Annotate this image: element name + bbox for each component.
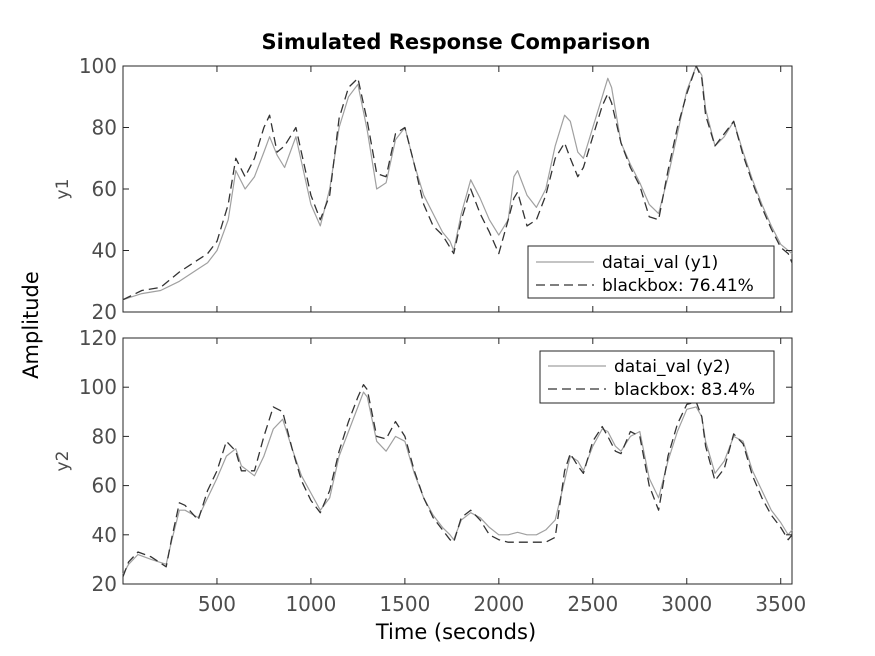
series-lines-y1 — [122, 65, 793, 301]
y-tick-label: 80 — [92, 116, 117, 140]
legend-y2[interactable]: datai_val (y2) blackbox: 83.4% — [539, 350, 775, 404]
y-tick-label: 80 — [92, 424, 117, 448]
axes-y2: 20 40 60 80 100 120 y2 datai_val (y2) blackbo… — [53, 326, 793, 596]
legend-y1[interactable]: datai_val (y1) blackbox: 76.41% — [527, 245, 775, 299]
y-tick-label: 120 — [79, 326, 117, 350]
y-tick-label: 60 — [92, 474, 117, 498]
legend-label-measured-y2: datai_val (y2) — [614, 357, 730, 377]
x-tick-label: 1500 — [379, 592, 430, 616]
ticks-y2: 20 40 60 80 100 120 — [79, 326, 792, 596]
y-tick-label: 40 — [92, 239, 117, 263]
y-tick-label: 20 — [92, 300, 117, 324]
series-line-measured-y1 — [122, 65, 793, 301]
x-tick-label: 3500 — [755, 592, 806, 616]
series-lines-y2 — [122, 384, 793, 577]
chart-title: Simulated Response Comparison — [262, 30, 651, 54]
series-line-model-y2 — [122, 384, 793, 577]
axes-y1: 20 40 60 80 100 y1 datai_val (y1) blackbox: … — [53, 54, 793, 324]
x-axis-ticks: 500 1000 1500 2000 2500 3000 3500 — [198, 592, 806, 616]
y-axis-label-y2: y2 — [53, 451, 73, 472]
x-axis-label: Time (seconds) — [375, 620, 536, 644]
legend-box-y1 — [527, 245, 775, 299]
legend-label-model-y1: blackbox: 76.41% — [602, 276, 754, 296]
y-axis-label-y1: y1 — [53, 179, 73, 200]
x-tick-label: 500 — [198, 592, 236, 616]
legend-box-y2 — [539, 350, 775, 404]
x-tick-label: 3000 — [661, 592, 712, 616]
legend-label-measured-y1: datai_val (y1) — [602, 253, 718, 273]
legend-label-model-y2: blackbox: 83.4% — [614, 380, 755, 400]
series-line-measured-y2 — [122, 391, 793, 575]
y-axis-label-shared: Amplitude — [19, 271, 43, 379]
series-line-model-y1 — [122, 65, 793, 301]
ticks-y1: 20 40 60 80 100 — [79, 54, 792, 324]
y-tick-label: 40 — [92, 523, 117, 547]
x-tick-label: 2500 — [567, 592, 618, 616]
y-tick-label: 100 — [79, 375, 117, 399]
y-tick-label: 20 — [92, 572, 117, 596]
x-tick-label: 1000 — [285, 592, 336, 616]
y-tick-label: 60 — [92, 177, 117, 201]
x-tick-label: 2000 — [473, 592, 524, 616]
y-tick-label: 100 — [79, 54, 117, 78]
